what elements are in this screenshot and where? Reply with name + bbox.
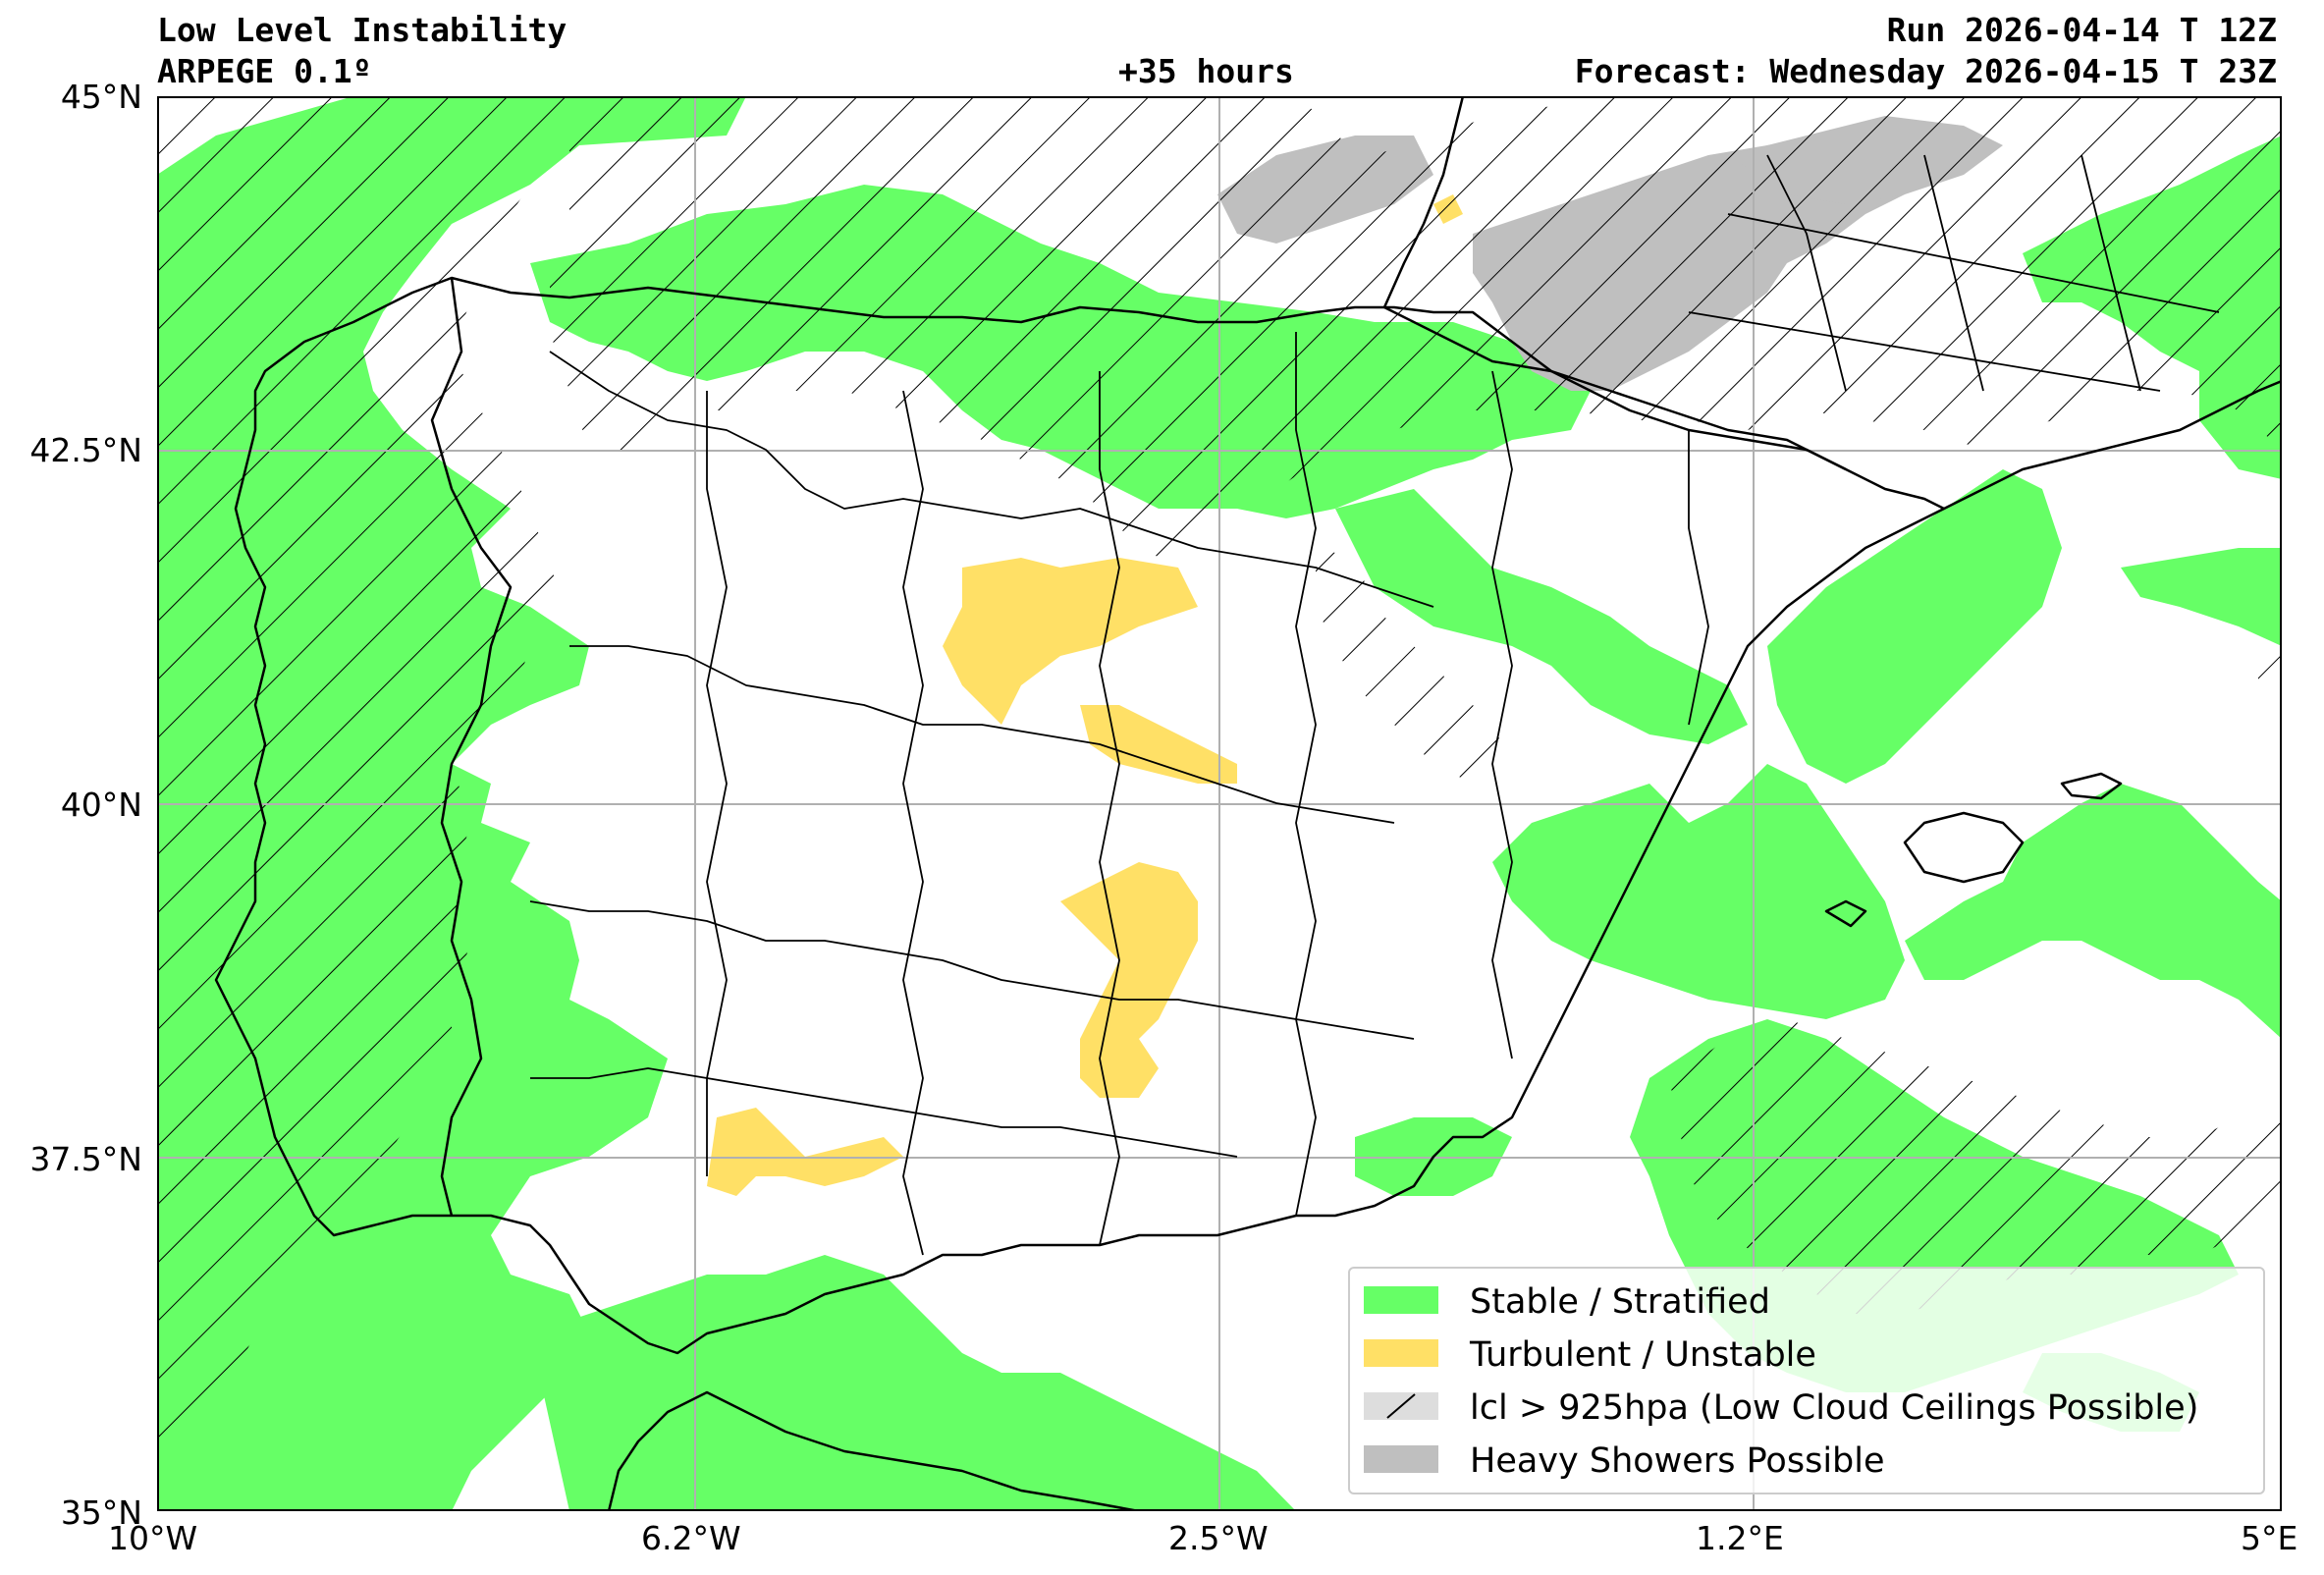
lon-label-2-5w: 2.5°W	[1168, 1519, 1269, 1557]
hatch-ebro-strips	[1316, 548, 1512, 784]
lead-time: +35 hours	[1118, 52, 1294, 90]
lon-label-5e: 5°E	[2241, 1519, 2298, 1557]
lon-label-6-2w: 6.2°W	[641, 1519, 741, 1557]
legend-label-stable: Stable / Stratified	[1470, 1282, 1770, 1322]
forecast-time: Forecast: Wednesday 2026-04-15 T 23Z	[1574, 52, 2277, 90]
unstable-la-mancha	[1060, 862, 1198, 1098]
lat-label-35: 35°N	[60, 1494, 142, 1532]
menorca	[2060, 772, 2123, 800]
lon-label-10w: 10°W	[108, 1519, 198, 1557]
diagonal-hatch-icon	[1364, 1392, 1438, 1420]
lcl-hatch-regions	[157, 96, 2282, 1471]
unstable-regions	[707, 194, 1463, 1196]
map-title: Low Level Instability	[157, 11, 567, 49]
lon-label-1-2e: 1.2°E	[1696, 1519, 1784, 1557]
stable-gulf-lion	[2121, 548, 2282, 646]
pyrenees-border	[1383, 305, 1847, 471]
north-africa-coast	[607, 1390, 1140, 1511]
lat-label-42-5: 42.5°N	[29, 431, 142, 469]
stable-valencia-med	[1492, 764, 1905, 1019]
map-frame-border	[157, 96, 2282, 1511]
unstable-castile-north	[943, 558, 1198, 725]
model-name: ARPEGE 0.1º	[157, 52, 372, 90]
legend-label-unstable: Turbulent / Unstable	[1470, 1335, 1816, 1375]
province-boundaries	[529, 154, 2220, 1256]
france-south-coast	[1943, 379, 2282, 511]
stable-alboran-sea	[530, 1255, 1296, 1511]
ibiza	[1824, 899, 1867, 928]
france-coast	[1382, 96, 1465, 308]
showers-swatch	[1364, 1445, 1438, 1473]
hatch-east-edge	[2258, 626, 2282, 705]
legend-label-showers: Heavy Showers Possible	[1470, 1441, 1885, 1481]
hatch-east-med	[1669, 1019, 2282, 1314]
stable-catalan-coast	[1767, 469, 2062, 784]
run-time: Run 2026-04-14 T 12Z	[1886, 11, 2277, 49]
stable-swatch	[1364, 1286, 1438, 1314]
lat-label-40: 40°N	[60, 786, 142, 824]
hatch-north	[550, 96, 2282, 558]
iberia-coastline	[214, 276, 1946, 1355]
unstable-swatch	[1364, 1339, 1438, 1367]
mallorca	[1903, 811, 2025, 884]
legend: Stable / Stratified Turbulent / Unstable…	[1348, 1267, 2265, 1494]
instability-map	[157, 96, 2282, 1511]
portugal-border	[430, 277, 513, 1217]
unstable-andalusia	[707, 1108, 903, 1196]
stable-ebro	[1335, 489, 1748, 744]
lat-label-37-5: 37.5°N	[29, 1140, 142, 1178]
coastlines	[214, 96, 2282, 1511]
lat-label-45: 45°N	[60, 78, 142, 116]
hatch-west	[157, 96, 569, 1471]
legend-label-lcl: lcl > 925hpa (Low Cloud Ceilings Possibl…	[1470, 1388, 2199, 1428]
stable-balearic-sea	[1905, 784, 2282, 1039]
